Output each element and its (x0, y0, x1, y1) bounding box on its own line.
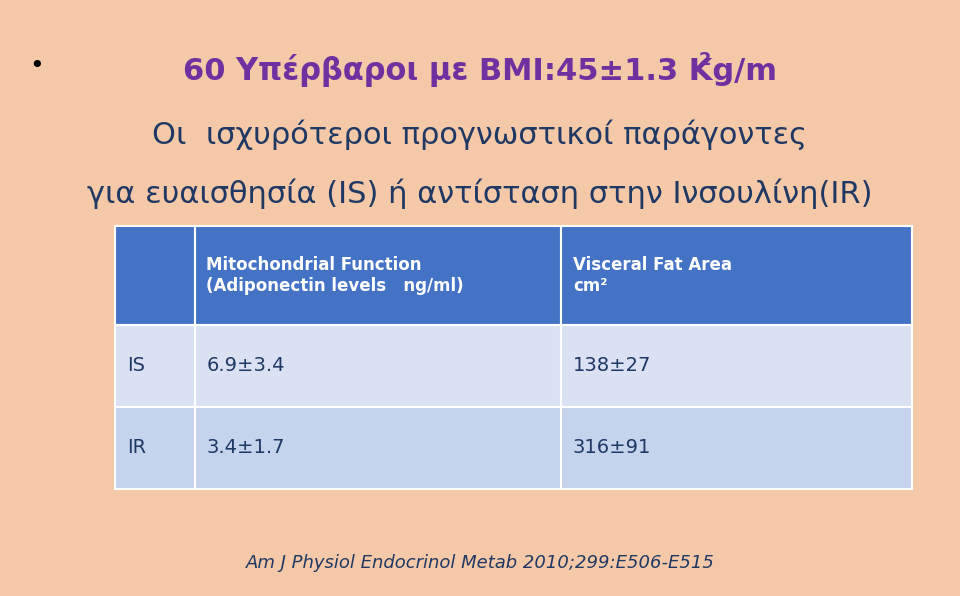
Text: IS: IS (127, 356, 145, 375)
Text: Mitochondrial Function
(Adiponectin levels   ng/ml): Mitochondrial Function (Adiponectin leve… (206, 256, 464, 295)
Text: Visceral Fat Area
cm²: Visceral Fat Area cm² (573, 256, 732, 295)
Text: 60 Υπέρβαροι με BMI:45±1.3 Kg/m: 60 Υπέρβαροι με BMI:45±1.3 Kg/m (183, 54, 777, 86)
Text: 316±91: 316±91 (573, 438, 651, 457)
Text: Am J Physiol Endocrinol Metab 2010;299:E506-E515: Am J Physiol Endocrinol Metab 2010;299:E… (246, 554, 714, 572)
Text: 6.9±3.4: 6.9±3.4 (206, 356, 285, 375)
Text: 2: 2 (699, 51, 711, 69)
Text: •: • (29, 54, 43, 77)
Text: 3.4±1.7: 3.4±1.7 (206, 438, 285, 457)
Text: Οι  ισχυρότεροι προγνωστικοί παράγοντες: Οι ισχυρότεροι προγνωστικοί παράγοντες (153, 119, 807, 150)
Text: IR: IR (127, 438, 146, 457)
Text: 138±27: 138±27 (573, 356, 651, 375)
Text: για ευαισθησία (IS) ή αντίσταση στην Ινσουλίνη(IR): για ευαισθησία (IS) ή αντίσταση στην Ινσ… (87, 179, 873, 209)
